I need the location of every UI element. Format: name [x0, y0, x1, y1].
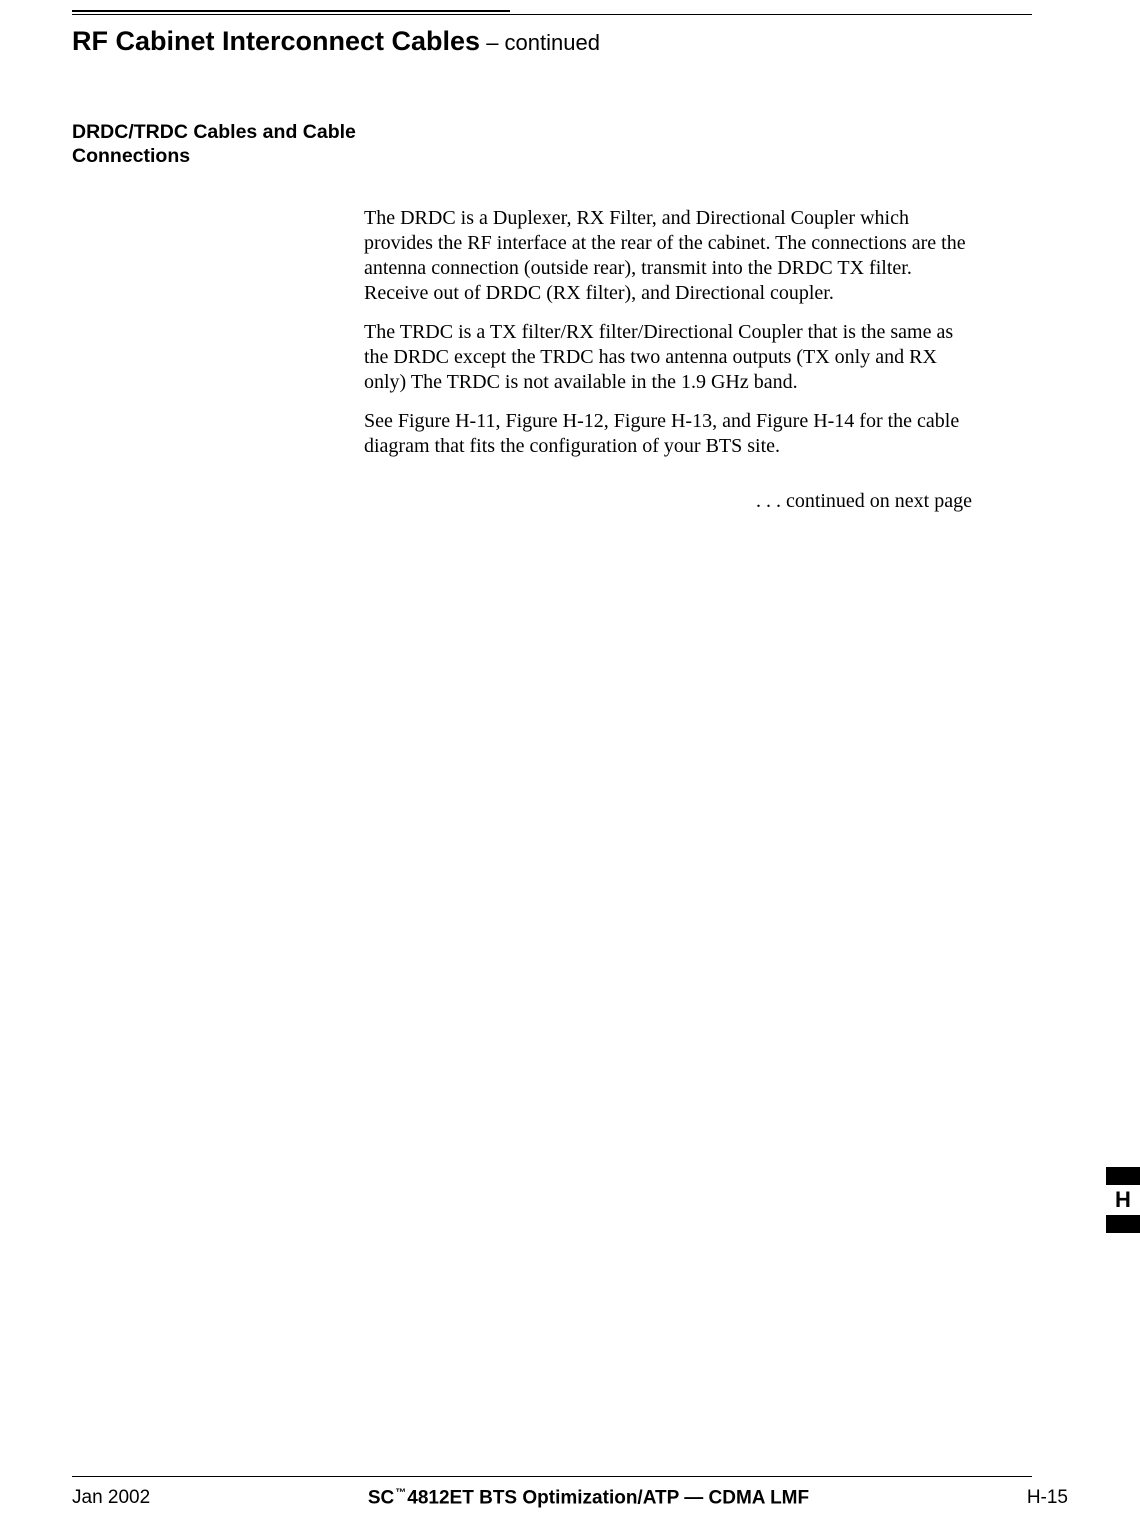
section-heading: DRDC/TRDC Cables and Cable Connections	[72, 120, 392, 169]
page-title-bold: RF Cabinet Interconnect Cables	[72, 26, 480, 56]
side-tab-letter: H	[1106, 1185, 1140, 1215]
continued-on-next-page: . . . continued on next page	[364, 490, 972, 513]
footer-center-prefix: SC	[368, 1487, 394, 1508]
body-paragraph-2: The TRDC is a TX filter/RX filter/Direct…	[364, 320, 972, 395]
page-title-continued: – continued	[480, 30, 600, 55]
footer-trademark: ™	[394, 1487, 407, 1499]
page: RF Cabinet Interconnect Cables – continu…	[0, 0, 1140, 1533]
footer-center: SC™4812ET BTS Optimization/ATP — CDMA LM…	[150, 1487, 1027, 1509]
footer-rule	[72, 1476, 1032, 1477]
body-paragraph-1: The DRDC is a Duplexer, RX Filter, and D…	[364, 206, 972, 306]
body-paragraph-3: See Figure H-11, Figure H-12, Figure H-1…	[364, 409, 972, 459]
header-rule-short	[72, 10, 510, 12]
footer: Jan 2002 SC™4812ET BTS Optimization/ATP …	[72, 1487, 1068, 1509]
header-rule-long	[72, 14, 1032, 15]
footer-date: Jan 2002	[72, 1487, 150, 1509]
side-tab-bottom-block	[1106, 1215, 1140, 1233]
footer-center-rest: 4812ET BTS Optimization/ATP — CDMA LMF	[407, 1487, 809, 1508]
body-column: The DRDC is a Duplexer, RX Filter, and D…	[364, 206, 972, 473]
side-tab: H	[1106, 1167, 1140, 1233]
footer-page-number: H-15	[1027, 1487, 1068, 1509]
side-tab-top-block	[1106, 1167, 1140, 1185]
page-title: RF Cabinet Interconnect Cables – continu…	[72, 26, 600, 57]
